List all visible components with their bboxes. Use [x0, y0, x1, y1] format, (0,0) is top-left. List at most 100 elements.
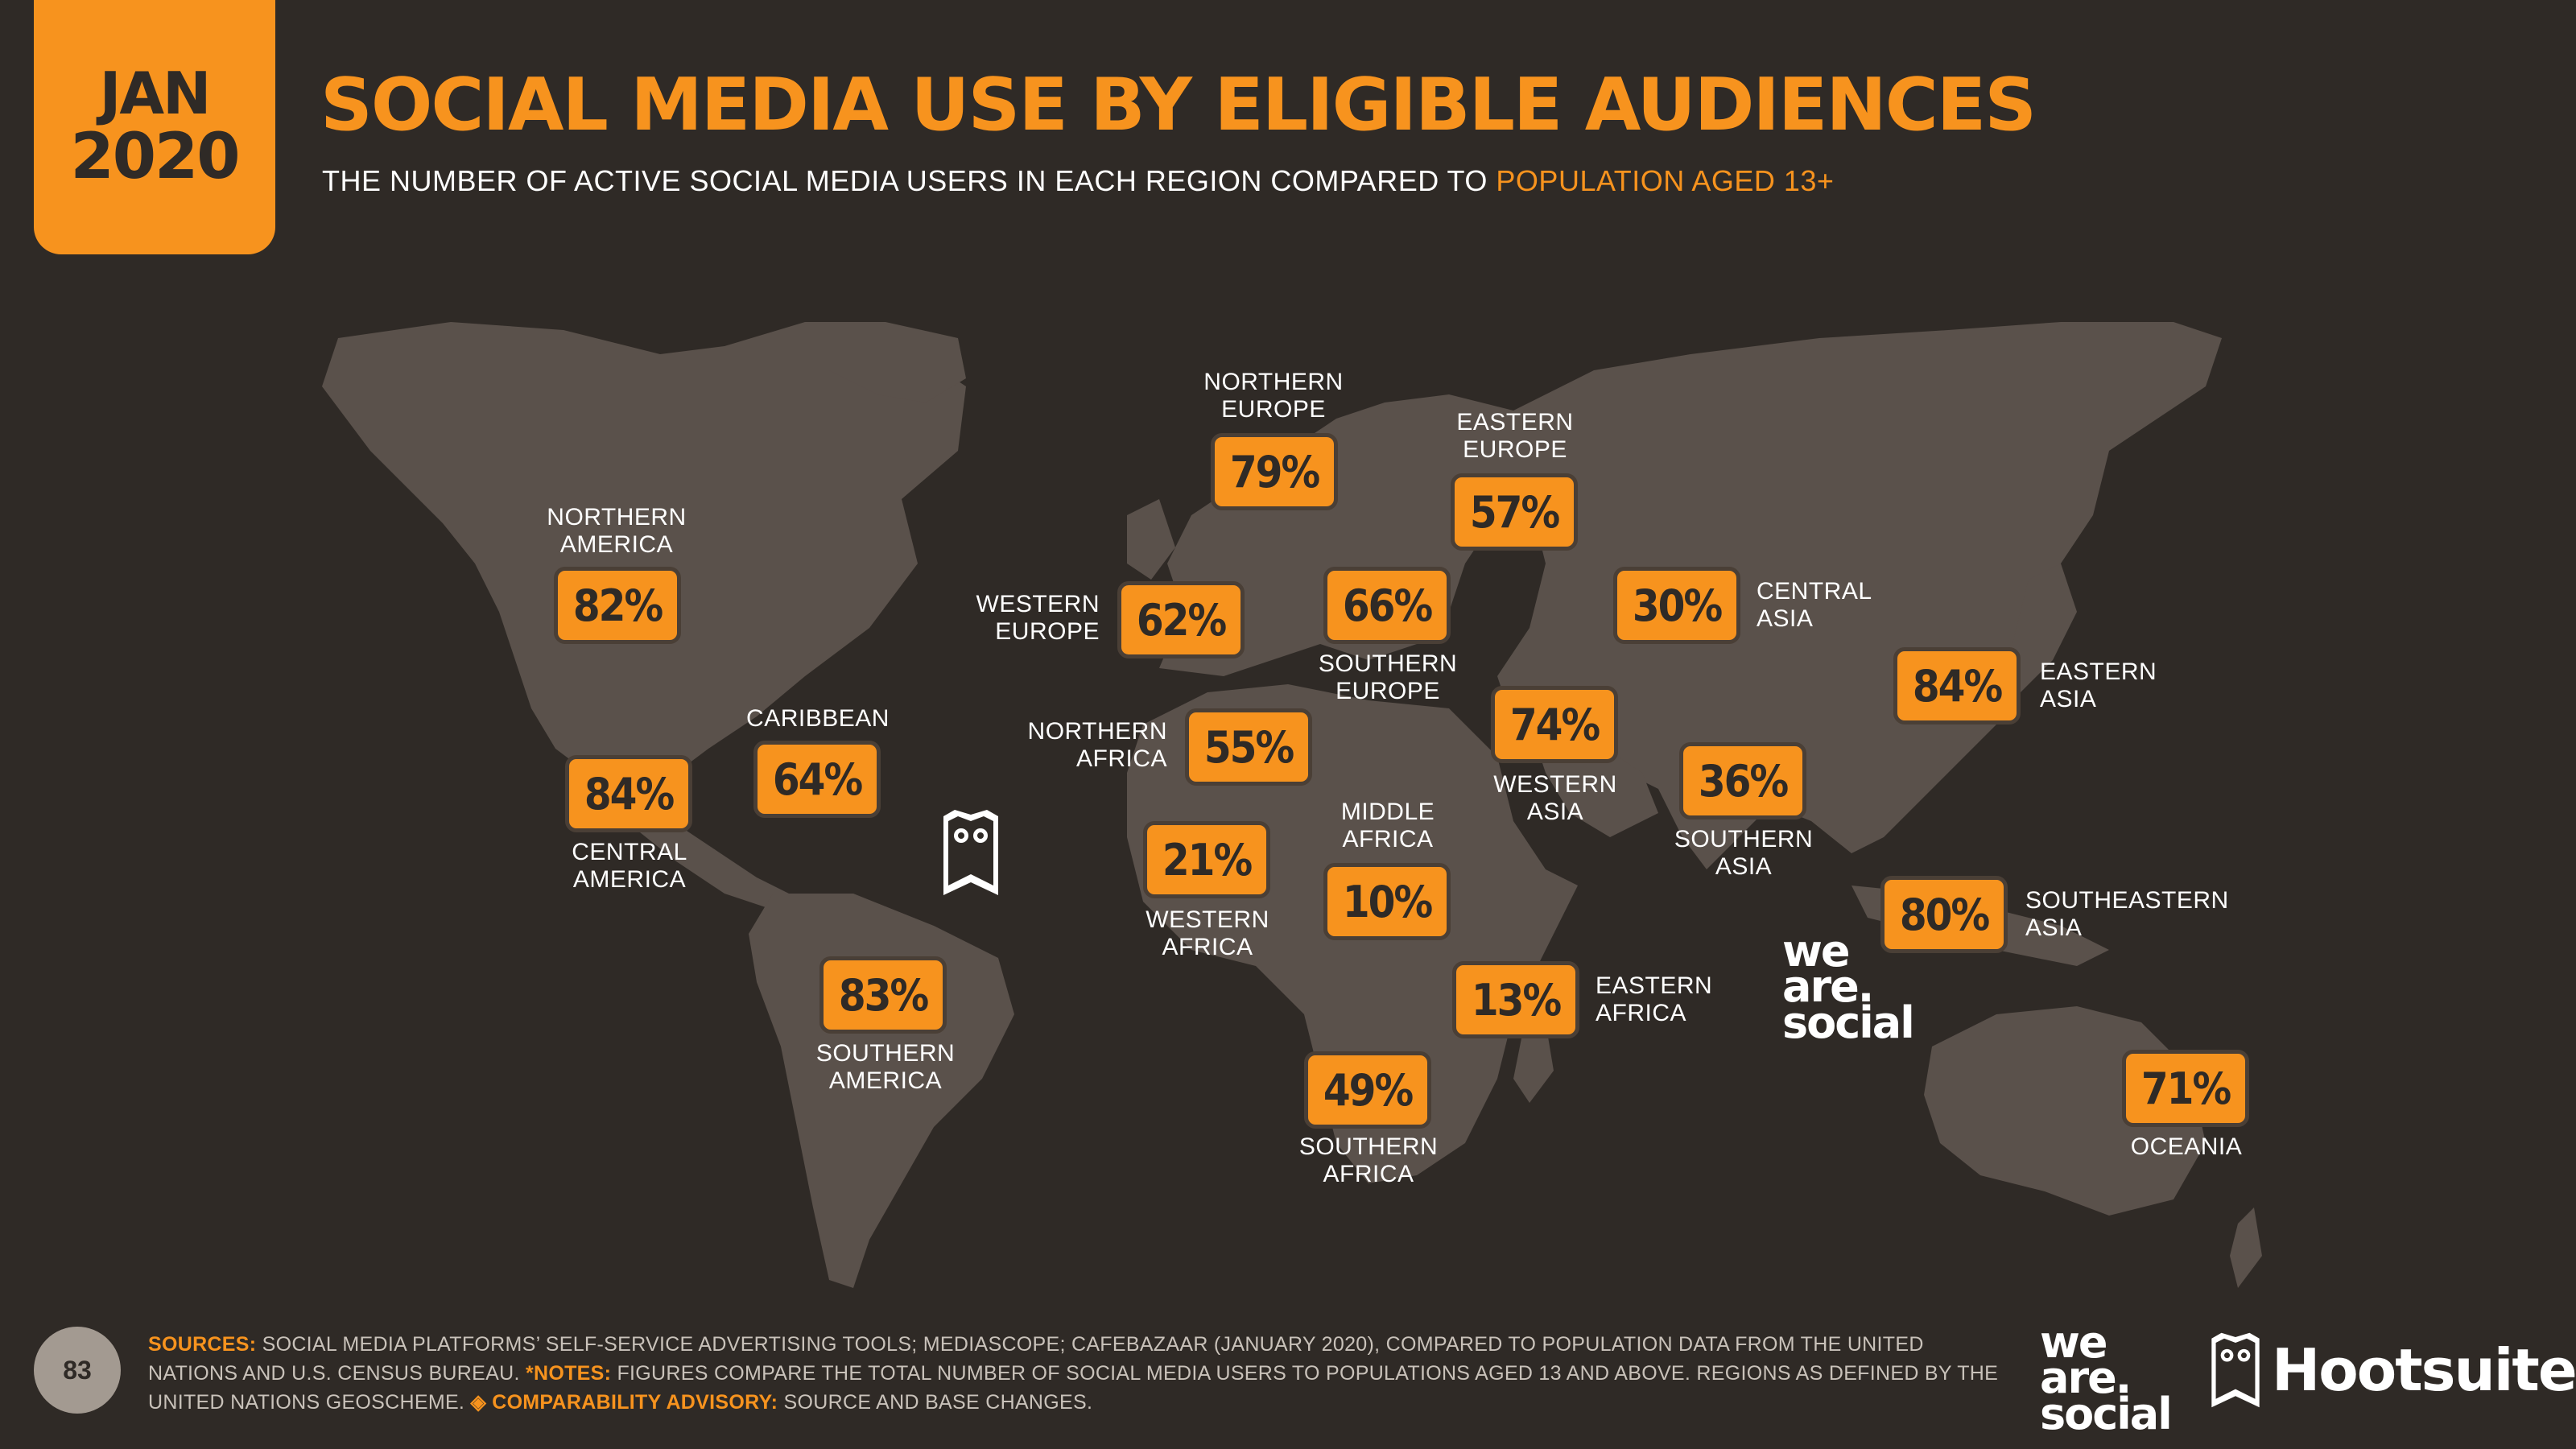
region-label-line: SOUTHERN [1318, 650, 1458, 677]
region-label-line: CENTRAL [572, 839, 687, 865]
region-label-line: ASIA [2025, 914, 2083, 941]
landmass-japan [2013, 564, 2077, 692]
landmass-north-america [322, 322, 966, 805]
page-number: 83 [34, 1327, 121, 1414]
region-label-line: SOUTHEASTERN [2025, 887, 2229, 914]
region-label-line: WESTERN [976, 591, 1100, 617]
region-label-line: AFRICA [1323, 1161, 1414, 1187]
region-label-oceania: OCEANIA [2131, 1133, 2243, 1161]
region-label-line: EUROPE [1221, 396, 1326, 423]
advisory-text: SOURCE AND BASE CHANGES. [783, 1391, 1093, 1414]
region-value-western-europe: 62% [1117, 581, 1245, 658]
sources-note: SOURCES: SOCIAL MEDIA PLATFORMS’ SELF-SE… [148, 1330, 2000, 1417]
landmass-british-isles [1127, 499, 1175, 580]
region-label-southeastern-asia: SOUTHEASTERN ASIA [2025, 887, 2229, 942]
region-label-line: CARIBBEAN [746, 705, 890, 732]
sources-label: SOURCES: [148, 1333, 257, 1356]
region-label-line: EASTERN [1456, 409, 1574, 436]
we-are-social-map-logo: we are. social [1782, 926, 1915, 1044]
logo-line-social: social [2040, 1388, 2173, 1439]
sources-text: SOCIAL MEDIA PLATFORMS’ SELF-SERVICE ADV… [148, 1333, 1924, 1385]
region-value-southern-europe: 66% [1323, 567, 1451, 644]
region-value-eastern-europe: 57% [1451, 473, 1578, 551]
region-value-southern-africa: 49% [1304, 1051, 1431, 1129]
logo-line-we: we [2040, 1317, 2108, 1368]
subtitle-text: THE NUMBER OF ACTIVE SOCIAL MEDIA USERS … [322, 164, 1488, 197]
region-label-line: ASIA [1715, 853, 1773, 880]
region-label-line: MIDDLE [1340, 799, 1435, 825]
advisory-label: ◈ COMPARABILITY ADVISORY: [470, 1391, 778, 1414]
region-value-eastern-africa: 13% [1452, 961, 1579, 1038]
region-value-northern-america: 82% [554, 567, 681, 644]
region-label-line: AMERICA [828, 1067, 943, 1094]
region-value-central-america: 84% [565, 755, 692, 832]
subtitle-accent: POPULATION AGED 13+ [1496, 164, 1835, 197]
landmass-asia [1497, 322, 2222, 869]
date-month: JAN [99, 60, 212, 128]
region-label-line: EUROPE [1335, 678, 1440, 704]
region-label-line: EUROPE [995, 618, 1100, 645]
landmass-south-america [749, 894, 1014, 1288]
region-value-caribbean: 64% [753, 741, 881, 818]
region-label-line: ASIA [1757, 605, 1814, 632]
region-label-line: WESTERN [1493, 771, 1617, 798]
region-label-line: NORTHERN [1203, 369, 1344, 395]
region-label-northern-africa: NORTHERN AFRICA [1028, 718, 1167, 773]
region-label-line: AMERICA [572, 866, 687, 893]
region-value-northern-europe: 79% [1211, 433, 1338, 510]
region-label-eastern-europe: EASTERN EUROPE [1456, 409, 1573, 464]
hootsuite-wordmark: Hootsuite [2272, 1336, 2576, 1404]
notes-text: FIGURES COMPARE THE TOTAL NUMBER OF SOCI… [148, 1362, 1999, 1414]
region-label-southern-africa: SOUTHERN AFRICA [1299, 1133, 1438, 1188]
region-label-central-america: CENTRAL AMERICA [572, 839, 687, 894]
region-label-line: ASIA [2040, 686, 2097, 712]
region-label-line: NORTHERN [547, 504, 687, 530]
region-label-eastern-africa: EASTERN AFRICA [1596, 972, 1712, 1027]
hootsuite-owl-icon [943, 810, 998, 895]
region-label-northern-america: NORTHERN AMERICA [547, 504, 686, 559]
region-value-oceania: 71% [2122, 1050, 2249, 1127]
region-label-line: CENTRAL [1757, 578, 1872, 605]
logo-line-we: we [1782, 926, 1851, 976]
region-label-line: NORTHERN [1027, 718, 1167, 745]
notes-label: *NOTES: [525, 1362, 612, 1385]
region-value-western-asia: 74% [1491, 686, 1618, 763]
region-value-southern-america: 83% [819, 956, 947, 1034]
region-label-line: ASIA [1526, 799, 1584, 825]
region-label-western-africa: WESTERN AFRICA [1146, 906, 1269, 961]
hootsuite-logo: Hootsuite [2207, 1331, 2576, 1409]
region-label-southern-america: SOUTHERN AMERICA [816, 1040, 955, 1095]
region-label-eastern-asia: EASTERN ASIA [2040, 658, 2157, 713]
landmass-new-zealand [2230, 1208, 2262, 1288]
page-title: SOCIAL MEDIA USE BY ELIGIBLE AUDIENCES [320, 63, 2037, 147]
region-label-northern-europe: NORTHERN EUROPE [1203, 369, 1343, 423]
region-label-line: EUROPE [1463, 436, 1567, 463]
region-label-western-asia: WESTERN ASIA [1493, 771, 1617, 826]
region-label-line: WESTERN [1146, 906, 1269, 933]
region-label-central-asia: CENTRAL ASIA [1757, 578, 1872, 633]
region-label-line: AMERICA [559, 531, 674, 558]
region-label-line: AFRICA [1075, 745, 1167, 772]
region-label-southern-asia: SOUTHERN ASIA [1674, 826, 1813, 881]
landmass-greenland [805, 322, 966, 402]
region-label-caribbean: CARIBBEAN [746, 705, 890, 733]
date-year: 2020 [70, 120, 240, 193]
region-label-middle-africa: MIDDLE AFRICA [1341, 799, 1435, 853]
region-value-southern-asia: 36% [1679, 742, 1806, 819]
region-label-line: SOUTHERN [1674, 826, 1814, 852]
region-value-western-africa: 21% [1143, 821, 1270, 898]
region-value-southeastern-asia: 80% [1880, 876, 2008, 953]
logo-line-are: are. [2040, 1352, 2132, 1404]
region-label-line: AFRICA [1342, 826, 1434, 852]
region-value-northern-africa: 55% [1185, 708, 1312, 786]
region-label-line: AFRICA [1596, 1000, 1687, 1026]
region-value-middle-africa: 10% [1323, 863, 1451, 940]
logo-line-are: are. [1782, 961, 1874, 1013]
region-label-western-europe: WESTERN EUROPE [976, 591, 1100, 646]
region-value-eastern-asia: 84% [1893, 647, 2021, 724]
region-label-line: EASTERN [2040, 658, 2157, 685]
hootsuite-owl-icon [2211, 1332, 2260, 1408]
region-label-line: SOUTHERN [815, 1040, 956, 1067]
region-value-central-asia: 30% [1613, 567, 1740, 644]
region-label-line: AFRICA [1162, 934, 1253, 960]
